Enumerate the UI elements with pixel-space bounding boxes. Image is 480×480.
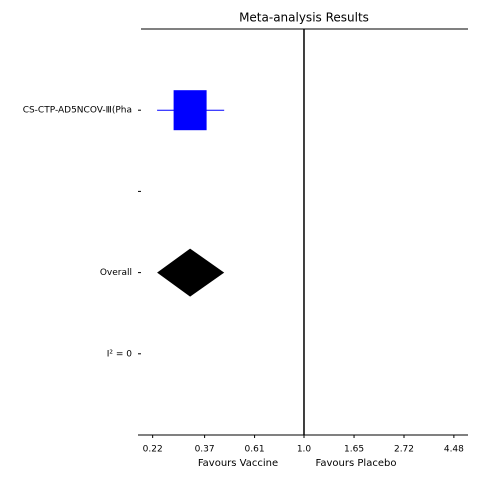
estimate-box [173, 90, 207, 131]
x-tick-label: 1.65 [344, 445, 364, 455]
x-tick-label: 0.22 [143, 445, 163, 455]
x-tick-label: 0.37 [195, 445, 215, 455]
x-label-right: Favours Placebo [316, 458, 397, 469]
y-tick-label: I² = 0 [107, 349, 133, 359]
x-tick-label: 1.0 [297, 445, 312, 455]
x-tick-label: 4.48 [444, 445, 464, 455]
x-label-left: Favours Vaccine [198, 458, 278, 469]
y-tick-label: CS-CTP-AD5NCOV-Ⅲ(Pha [23, 106, 132, 116]
x-tick-label: 2.72 [394, 445, 414, 455]
y-tick-label: Overall [100, 268, 132, 278]
chart-title: Meta-analysis Results [239, 11, 369, 25]
pooled-diamond [157, 248, 225, 297]
x-tick-label: 0.61 [245, 445, 265, 455]
